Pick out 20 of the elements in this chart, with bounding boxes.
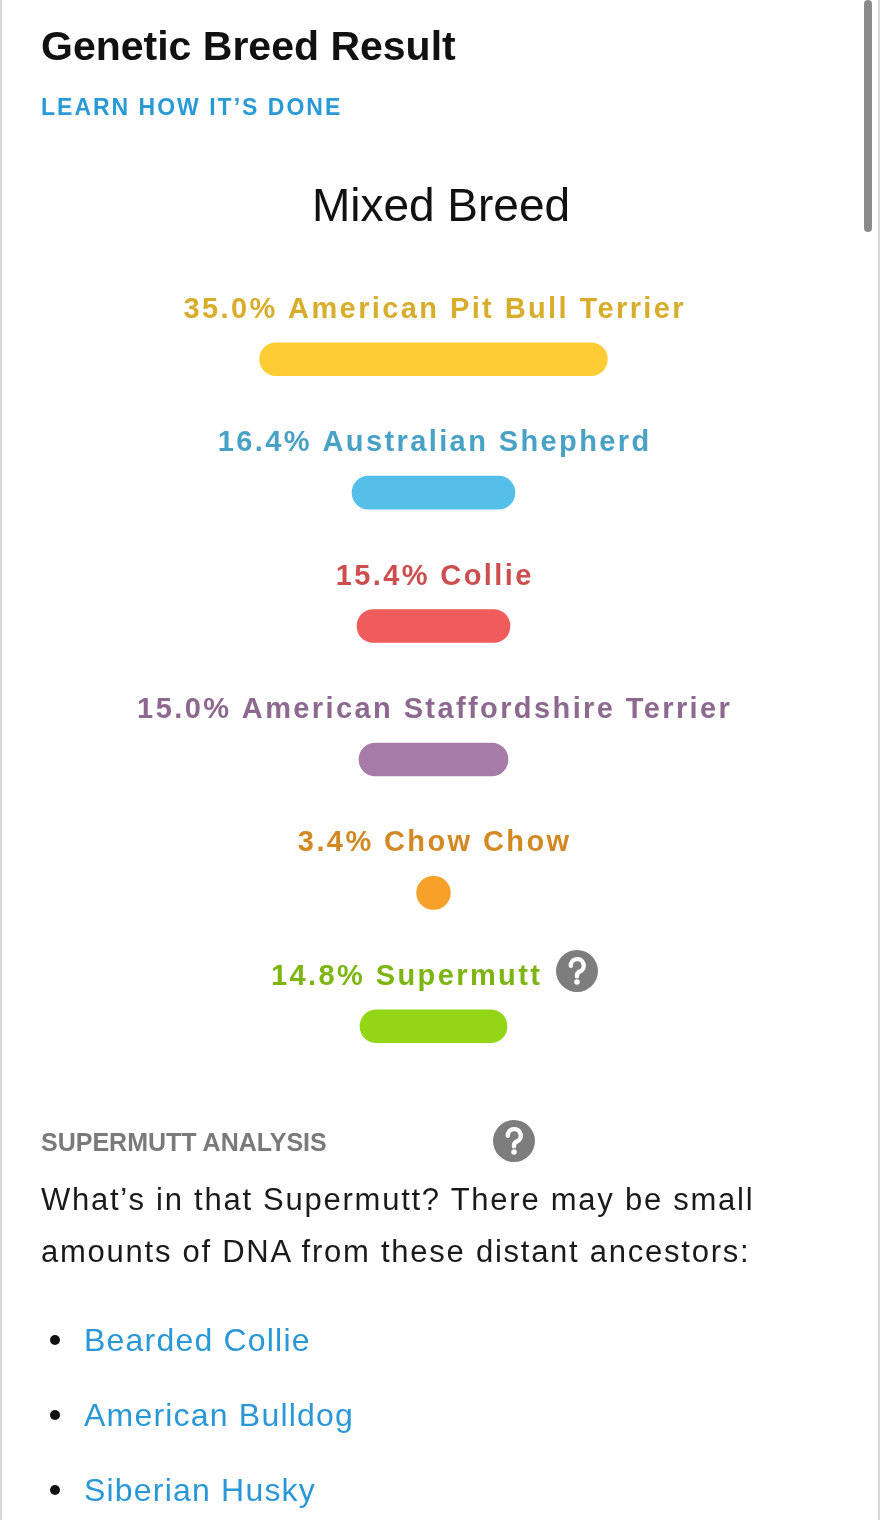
- text: Siberian Husky: [84, 1472, 317, 1508]
- text: SUPERMUTT ANALYSIS: [41, 1128, 327, 1156]
- text: Mixed Breed: [310, 179, 572, 231]
- data-label: 3.4%: [297, 825, 374, 858]
- category-label: Supermutt: [375, 958, 543, 991]
- category-label: Australian Shepherd: [322, 425, 652, 458]
- category-label: Chow Chow: [384, 825, 572, 858]
- data-label: 14.8%: [271, 958, 366, 991]
- category-label: Collie: [440, 558, 534, 591]
- category-label: American Staffordshire Terrier: [241, 691, 733, 724]
- data-label: 15.0%: [137, 691, 232, 724]
- data-label: 16.4%: [217, 425, 312, 458]
- text: Bearded Collie: [84, 1322, 311, 1358]
- text: American Bulldog: [84, 1397, 354, 1433]
- text: Genetic Breed Result: [41, 23, 456, 69]
- data-label: 35.0%: [183, 291, 278, 324]
- category-label: American Pit Bull Terrier: [288, 291, 686, 324]
- text: What’s in that Supermutt? There may be small amounts of DNA from these distant ancestors:: [41, 1181, 756, 1271]
- data-label: 15.4%: [335, 558, 430, 591]
- text: LEARN HOW IT’S DONE: [41, 94, 343, 120]
